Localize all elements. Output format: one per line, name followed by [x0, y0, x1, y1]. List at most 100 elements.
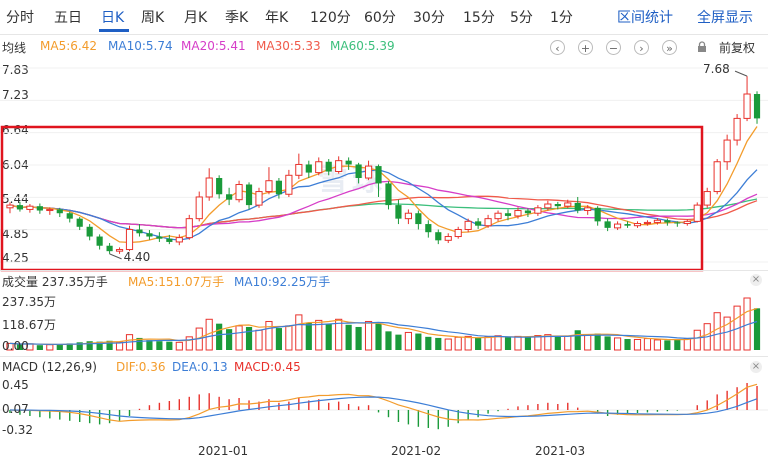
- tab-12[interactable]: 1分: [550, 10, 573, 26]
- tab-1[interactable]: 五日: [54, 10, 82, 26]
- candle-body: [613, 223, 622, 229]
- candle-body: [415, 213, 422, 225]
- candle-body: [335, 160, 343, 173]
- candle-body: [703, 191, 711, 206]
- volume-bar: [265, 320, 273, 351]
- tab-11[interactable]: 5分: [510, 10, 533, 26]
- macd-axis-label: -0.32: [2, 423, 34, 437]
- volume-bar: [325, 323, 332, 350]
- volume-bar: [633, 338, 642, 351]
- macd-value: MACD:0.45: [234, 360, 301, 374]
- candle-body: [46, 208, 54, 212]
- x-label-feb: 2021-02: [391, 444, 442, 458]
- volume-close-icon[interactable]: ×: [750, 274, 762, 286]
- candle-body: [146, 233, 153, 237]
- volume-bar: [475, 337, 482, 350]
- volume-bar: [594, 333, 601, 350]
- candle-body: [624, 224, 631, 226]
- volume-bar: [335, 318, 343, 351]
- candle-body: [216, 178, 223, 195]
- macd-dif: DIF:0.36: [116, 360, 166, 374]
- tab-0[interactable]: 分时: [6, 10, 34, 26]
- tab-10[interactable]: 15分: [463, 10, 495, 26]
- candle-body: [494, 212, 502, 220]
- tab-5[interactable]: 季K: [225, 10, 249, 26]
- macd-dea-line: [9, 396, 758, 420]
- tab-7[interactable]: 120分: [310, 10, 351, 26]
- candle-body: [265, 180, 273, 193]
- candle-body: [723, 139, 731, 163]
- candle-body: [345, 160, 352, 165]
- candle-body: [653, 219, 662, 223]
- lock-icon[interactable]: [694, 40, 709, 55]
- tab-2[interactable]: 日K: [101, 10, 125, 26]
- volume-bar: [16, 344, 24, 350]
- tab-3[interactable]: 周K: [141, 10, 165, 26]
- volume-bar: [494, 335, 502, 351]
- volume-axis-label: 237.35万: [2, 295, 56, 309]
- volume-bar: [664, 340, 671, 350]
- volume-bar: [375, 323, 382, 350]
- candle-body: [106, 245, 113, 252]
- price-axis-label: 7.83: [2, 63, 29, 77]
- candle-body: [633, 223, 642, 227]
- adjust-mode[interactable]: 前复权: [719, 41, 756, 55]
- volume-bar: [444, 338, 452, 351]
- volume-bar: [613, 337, 622, 351]
- volume-bar: [46, 344, 54, 351]
- candle-body: [76, 218, 83, 227]
- candle-body: [275, 180, 283, 195]
- volume-bar: [285, 325, 293, 351]
- volume-ma10-line: [9, 320, 758, 345]
- volume-bar: [574, 330, 581, 350]
- ma10-value: MA10:5.74: [108, 39, 173, 53]
- candle-body: [674, 222, 681, 224]
- volume-ma5: MA5:151.07万手: [128, 275, 225, 289]
- volume-bar: [484, 336, 492, 351]
- interval-stats-link[interactable]: 区间统计: [617, 10, 673, 26]
- tab-4[interactable]: 月K: [184, 10, 208, 26]
- volume-bar: [504, 337, 512, 350]
- volume-bar: [643, 338, 652, 351]
- zoom-out-icon[interactable]: −: [606, 40, 621, 55]
- volume-bar: [524, 336, 532, 350]
- candle-body: [195, 196, 203, 220]
- candle-body: [743, 93, 751, 119]
- tab-8[interactable]: 60分: [364, 10, 396, 26]
- macd-dif-line: [9, 383, 758, 422]
- x-label-mar: 2021-03: [535, 444, 586, 458]
- candle-body: [425, 224, 432, 233]
- ma5-value: MA5:6.42: [40, 39, 97, 53]
- candle-body: [544, 203, 552, 209]
- scroll-right-icon[interactable]: ›: [634, 40, 649, 55]
- fullscreen-link[interactable]: 全屏显示: [697, 10, 753, 26]
- tab-6[interactable]: 年K: [265, 10, 289, 26]
- candle-body: [115, 249, 124, 252]
- scroll-end-icon[interactable]: »: [662, 40, 677, 55]
- candle-body: [295, 163, 303, 176]
- volume-bar: [226, 329, 233, 350]
- candle-body: [435, 232, 442, 241]
- candle-body: [66, 213, 73, 219]
- price-high-label: 7.68: [703, 62, 730, 77]
- tab-9[interactable]: 30分: [413, 10, 445, 26]
- candle-body: [6, 204, 14, 209]
- price-axis-label: 5.44: [2, 192, 29, 206]
- candle-body: [604, 221, 611, 228]
- volume-bar: [86, 341, 93, 350]
- volume-bar: [404, 331, 412, 351]
- zoom-in-icon[interactable]: +: [578, 40, 593, 55]
- macd-separator: [0, 356, 768, 357]
- scroll-left-icon[interactable]: ‹: [550, 40, 565, 55]
- candle-body: [514, 210, 522, 217]
- macd-close-icon[interactable]: ×: [750, 361, 762, 373]
- volume-axis-label: 118.67万: [2, 318, 56, 332]
- volume-bar: [415, 333, 422, 350]
- volume-bar: [56, 344, 63, 350]
- volume-bar: [6, 342, 14, 351]
- volume-bar: [146, 340, 153, 350]
- volume-bar: [185, 336, 193, 351]
- candle-body: [375, 166, 382, 184]
- candle-body: [355, 164, 362, 179]
